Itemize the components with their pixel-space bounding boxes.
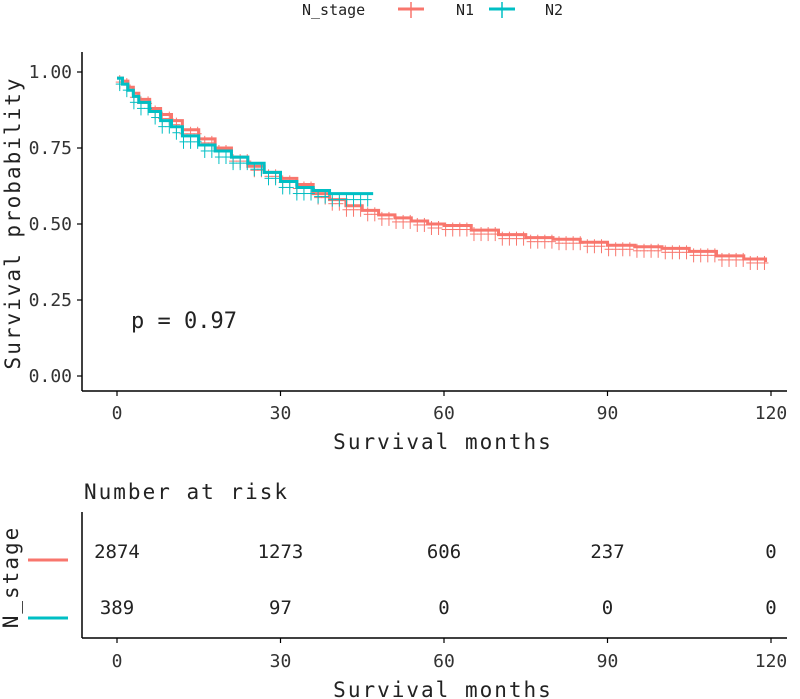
- y-tick-label: 1.00: [29, 62, 72, 83]
- risk-value-n1: 2874: [94, 541, 140, 563]
- y-tick-label: 0.00: [29, 366, 72, 387]
- risk-value-n2: 0: [765, 597, 776, 619]
- risk-value-n2: 0: [602, 597, 613, 619]
- risk-x-tick-label: 60: [433, 651, 455, 672]
- survival-curve-n1: [117, 76, 768, 262]
- risk-x-tick-label: 0: [112, 651, 123, 672]
- risk-table-x-ticks: 0 30 60 90 120: [112, 638, 788, 672]
- x-axis-title: Survival months: [333, 430, 553, 454]
- risk-value-n1: 606: [427, 541, 461, 563]
- risk-value-n1: 0: [765, 541, 776, 563]
- legend-title: N_stage: [302, 1, 365, 19]
- risk-x-tick-label: 30: [270, 651, 292, 672]
- p-value-annotation: p = 0.97: [131, 309, 237, 334]
- risk-table: Number at risk N_stage 2874 1273 606 237 0 38…: [0, 480, 787, 699]
- risk-value-n1: 1273: [258, 541, 304, 563]
- legend-n2-label: N2: [545, 1, 563, 19]
- risk-value-n2: 0: [438, 597, 449, 619]
- risk-x-tick-label: 90: [597, 651, 619, 672]
- x-tick-label: 90: [597, 403, 619, 424]
- risk-table-values: 2874 1273 606 237 0 389 97 0 0 0: [94, 541, 777, 619]
- risk-table-y-title: N_stage: [0, 526, 23, 629]
- legend: N_stage N1 N2: [302, 1, 563, 19]
- x-tick-label: 120: [755, 403, 788, 424]
- risk-value-n2: 389: [100, 597, 134, 619]
- x-tick-label: 60: [433, 403, 455, 424]
- risk-value-n1: 237: [590, 541, 624, 563]
- y-tick-label: 0.75: [29, 138, 72, 159]
- y-tick-label: 0.25: [29, 290, 72, 311]
- x-axis-ticks: 0 30 60 90 120: [112, 391, 788, 424]
- y-axis-title: Survival probability: [1, 77, 25, 370]
- risk-table-title: Number at risk: [84, 480, 289, 504]
- y-tick-label: 0.50: [29, 214, 72, 235]
- x-tick-label: 30: [270, 403, 292, 424]
- survival-plot: Survival probability 0.00 0.25 0.50 0.75 1.0…: [1, 52, 787, 454]
- x-tick-label: 0: [112, 403, 123, 424]
- y-axis-ticks: 0.00 0.25 0.50 0.75 1.00: [29, 62, 82, 387]
- survival-curve-n2: [117, 76, 374, 196]
- survival-curves: [115, 75, 769, 270]
- risk-table-x-title: Survival months: [333, 678, 553, 699]
- risk-value-n2: 97: [269, 597, 292, 619]
- legend-n1-label: N1: [456, 1, 474, 19]
- risk-x-tick-label: 120: [755, 651, 788, 672]
